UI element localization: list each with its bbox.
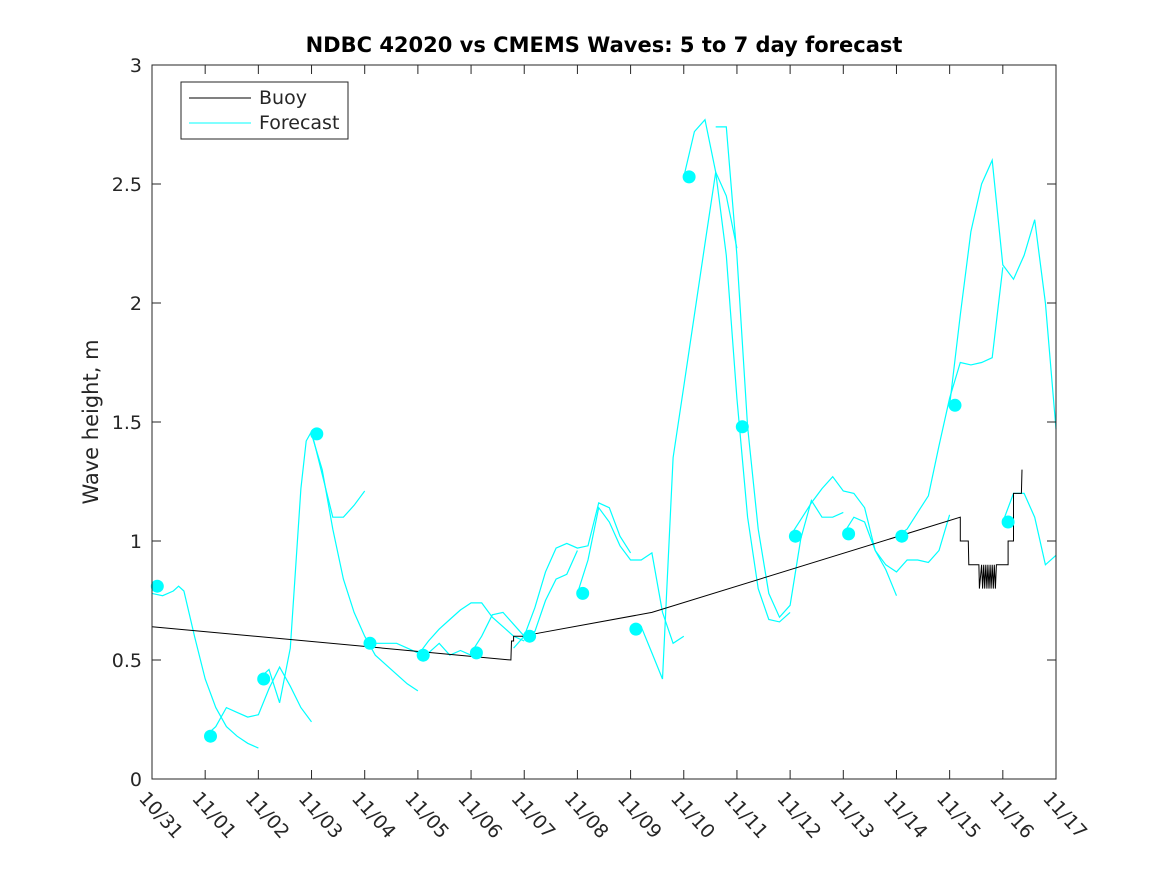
forecast-marker [1001, 515, 1015, 529]
y-tick-label: 2.5 [112, 174, 142, 196]
plot-background [152, 65, 1056, 779]
forecast-line [715, 126, 844, 619]
forecast-marker [948, 398, 962, 412]
forecast-marker [523, 629, 537, 643]
forecast-line [204, 665, 312, 737]
forecast-line [949, 157, 1057, 430]
forecast-line [576, 506, 685, 645]
forecast-line [789, 475, 898, 596]
forecast-line [151, 585, 259, 749]
x-tick-label: 11/02 [241, 788, 294, 843]
forecast-marker [204, 729, 217, 743]
legend-buoy-label: Buoy [259, 87, 307, 109]
forecast-marker [842, 527, 856, 541]
x-tick-label: 11/10 [666, 788, 719, 843]
forecast-line [513, 502, 632, 649]
x-tick-label: 11/05 [400, 788, 453, 843]
forecast-markers [150, 170, 1015, 743]
x-tick-label: 11/14 [879, 788, 932, 843]
x-tick-label: 11/01 [187, 788, 240, 843]
x-tick-label: 11/17 [1038, 788, 1091, 843]
forecast-marker [310, 427, 324, 441]
x-tick-label: 11/15 [932, 788, 985, 843]
x-tick-label: 11/08 [560, 788, 613, 843]
x-tick-label: 10/31 [134, 788, 187, 843]
series-layer [151, 118, 1057, 749]
x-tick-label: 11/13 [826, 788, 879, 843]
forecast-line [310, 433, 419, 692]
y-tick-label: 2 [130, 293, 142, 315]
legend-box [180, 81, 349, 140]
forecast-marker [257, 672, 271, 686]
forecast-marker [629, 622, 643, 636]
x-tick-label: 11/04 [347, 788, 400, 843]
y-axis-label: Wave height, m [79, 339, 103, 504]
forecast-marker [682, 170, 696, 184]
forecast-marker [363, 636, 377, 650]
y-tick-label: 1.5 [112, 412, 142, 434]
legend: Buoy Forecast [180, 81, 349, 140]
y-tick-label: 1 [130, 531, 142, 553]
y-tick-label: 0.5 [112, 650, 142, 672]
y-tick-label: 3 [130, 55, 142, 77]
forecast-marker [576, 586, 590, 600]
x-tick-label: 11/09 [613, 788, 666, 843]
forecast-line [1002, 492, 1057, 566]
y-tick-label: 0 [130, 769, 142, 791]
forecast-line [630, 169, 738, 680]
legend-forecast-label: Forecast [259, 112, 339, 134]
forecast-line [896, 267, 1004, 537]
forecast-marker [735, 420, 749, 434]
x-tick-label: 11/03 [294, 788, 347, 843]
x-tick-label: 11/11 [719, 788, 772, 843]
forecast-marker [788, 529, 802, 543]
x-tick-label: 11/07 [507, 788, 560, 843]
forecast-line [258, 429, 366, 703]
x-tick-label: 11/06 [453, 788, 506, 843]
chart-title: NDBC 42020 vs CMEMS Waves: 5 to 7 day fo… [306, 33, 903, 57]
x-tick-label: 11/12 [772, 788, 825, 843]
forecast-marker [895, 529, 909, 543]
forecast-marker [150, 579, 164, 593]
forecast-marker [416, 648, 430, 662]
forecast-line [683, 118, 791, 623]
forecast-marker [469, 646, 483, 660]
forecast-line [417, 602, 525, 656]
forecast-line [842, 514, 951, 573]
x-tick-label: 11/16 [985, 788, 1038, 843]
